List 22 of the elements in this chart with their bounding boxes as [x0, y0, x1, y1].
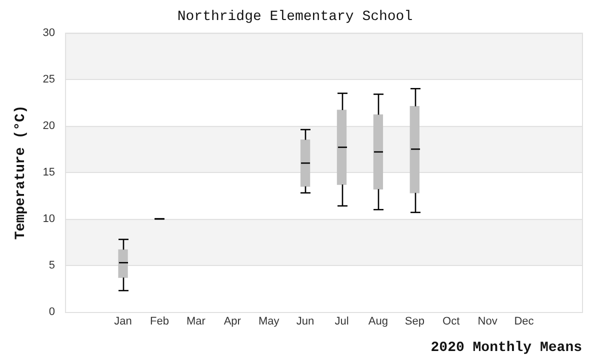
y-tick-label: 0 [48, 306, 56, 318]
x-tick-label: Aug [368, 316, 388, 328]
x-tick-label: May [258, 316, 280, 328]
chart-title: Northridge Elementary School [177, 9, 413, 26]
x-tick-label: Jun [296, 316, 314, 328]
x-tick-label: Jul [334, 316, 349, 328]
y-tick-label: 10 [42, 212, 56, 225]
x-tick-label: Feb [150, 316, 169, 328]
y-tick-label: 5 [48, 260, 56, 272]
x-tick-label: Oct [442, 316, 460, 328]
x-tick-label: Sep [404, 316, 424, 328]
x-tick-label: Mar [186, 316, 206, 328]
y-tick-label: 25 [42, 73, 56, 86]
x-tick-label: Jan [114, 316, 132, 328]
x-axis-title: 2020 Monthly Means [430, 340, 582, 356]
y-axis-title: Temperature (°C) [12, 105, 29, 240]
y-tick-label: 30 [42, 26, 56, 39]
x-tick-label: Nov [478, 316, 498, 328]
x-tick-label: Dec [514, 316, 534, 328]
x-tick-label: Apr [224, 316, 242, 328]
y-tick-label: 15 [42, 166, 56, 178]
y-tick-label: 20 [42, 120, 56, 132]
